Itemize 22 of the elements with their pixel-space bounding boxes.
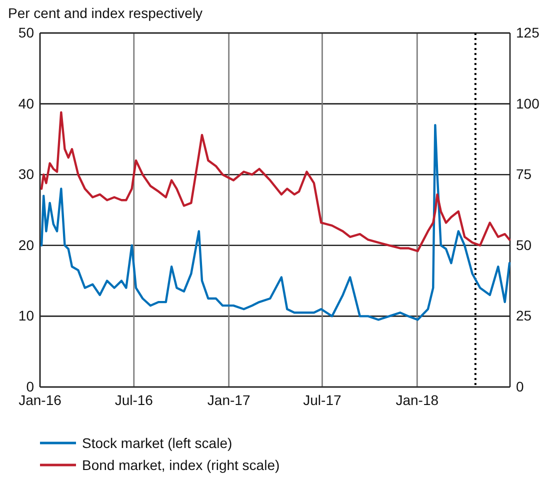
x-tick-label: Jan-16 xyxy=(18,392,62,408)
legend-label: Stock market (left scale) xyxy=(82,435,232,451)
y2-tick-label: 25 xyxy=(516,308,532,324)
line-series xyxy=(40,111,511,252)
x-tick-label: Jul-17 xyxy=(303,392,342,408)
y-tick-label: 30 xyxy=(18,166,34,182)
y2-tick-label: 50 xyxy=(516,236,532,253)
line-series xyxy=(40,124,511,321)
legend-label: Bond market, index (right scale) xyxy=(82,457,280,473)
y-tick-label: 0 xyxy=(26,378,34,394)
chart-title: Per cent and index respectively xyxy=(8,5,203,21)
x-tick-label: Jan-18 xyxy=(396,392,439,408)
y-tick-label: 50 xyxy=(18,24,34,40)
y2-tick-label: 0 xyxy=(516,378,524,394)
y2-tick-label: 100 xyxy=(516,95,540,112)
y-tick-label: 40 xyxy=(18,95,34,112)
y-tick-label: 20 xyxy=(18,236,34,253)
y2-tick-label: 125 xyxy=(516,24,540,40)
y-tick-label: 10 xyxy=(18,308,34,324)
y2-tick-label: 75 xyxy=(516,166,532,182)
x-tick-label: Jul-16 xyxy=(114,392,154,408)
x-tick-label: Jan-17 xyxy=(207,392,250,408)
